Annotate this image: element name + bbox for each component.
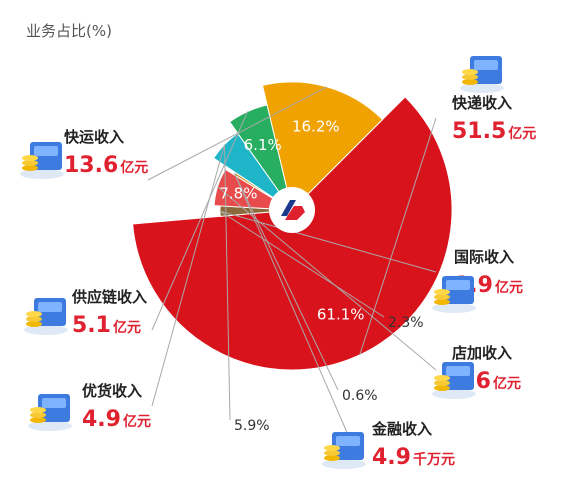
slice-amount-label: 4.9 亿元 (82, 407, 151, 432)
center-logo-icon (269, 187, 315, 233)
category-icons (20, 56, 504, 469)
legend-leader-line (219, 210, 437, 273)
slice-amount-label: 51.5 亿元 (452, 119, 536, 144)
slice-amount-label: 4.9 千万元 (372, 445, 455, 470)
globe-coins-icon (432, 276, 476, 313)
finance-coins-icon (322, 432, 366, 469)
slice-name-label: 优货收入 (82, 382, 142, 400)
slice-percent-label: 6.1% (244, 136, 282, 154)
leader-lines (147, 86, 437, 445)
slice-percent-label: 16.2% (292, 117, 340, 135)
slice-percent-label: 61.1% (317, 305, 365, 323)
express-parcels-icon (460, 56, 504, 93)
slice-name-label: 供应链收入 (71, 288, 147, 306)
slice-amount-label: 13.6 亿元 (64, 153, 148, 178)
slice-name-label: 金融收入 (371, 420, 432, 438)
pie-slice (261, 81, 384, 211)
storefront-icon (432, 362, 476, 399)
slice-percent-label: 2.3% (388, 315, 424, 331)
slice-percent-label: 5.9% (234, 418, 270, 434)
legend-leader-line (151, 111, 249, 331)
percent-leader-line (219, 210, 385, 318)
phone-coins-icon (28, 394, 72, 431)
slice-name-label: 店加收入 (452, 344, 512, 362)
legend-leader-line (147, 86, 328, 181)
warehouse-icon (24, 298, 68, 335)
legend-leader-line (151, 144, 225, 407)
percent-leader-line (234, 173, 339, 391)
freight-truck-icon (20, 142, 64, 179)
slice-name-label: 国际收入 (454, 248, 514, 266)
slice-percent-label: 0.6% (342, 388, 378, 404)
slice-name-label: 快运收入 (64, 128, 124, 146)
slice-percent-label: 7.8% (219, 184, 257, 202)
slice-name-label: 快递收入 (452, 94, 512, 112)
chart-title: 业务占比(%) (26, 22, 112, 40)
legend-leader-line (359, 117, 437, 356)
percent-leader-line (224, 144, 231, 421)
slice-amount-label: 5.1 亿元 (72, 313, 141, 338)
legend-leader-line (234, 173, 353, 445)
